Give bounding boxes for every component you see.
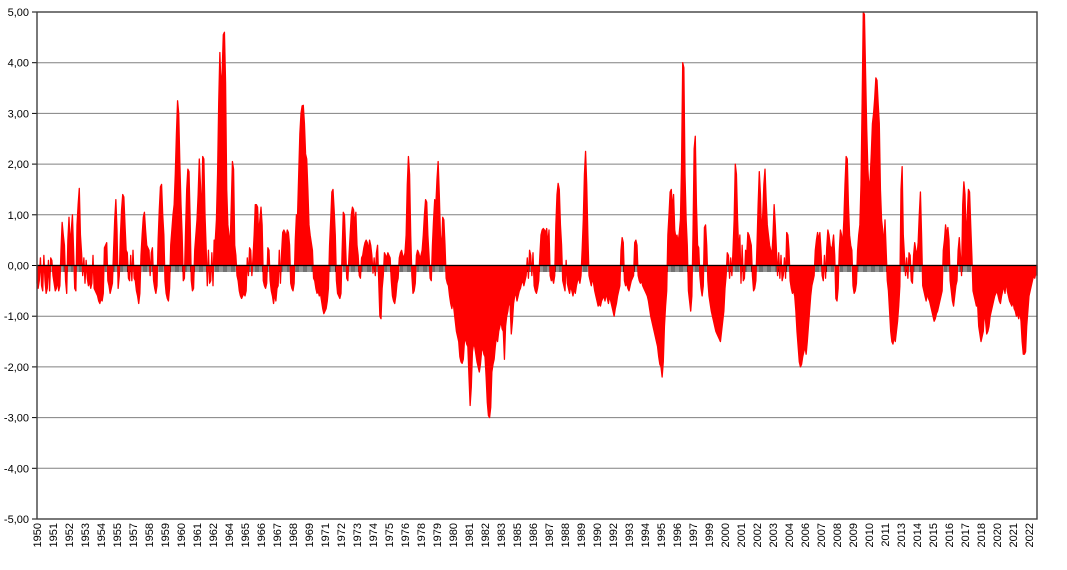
x-tick-label: 1959: [160, 523, 172, 547]
x-tick-label: 2022: [1024, 523, 1036, 547]
x-tick-label: 1976: [400, 523, 412, 547]
y-tick-label: -1,00: [4, 311, 29, 323]
x-tick-label: 1969: [304, 523, 316, 547]
x-tick-label: 1975: [384, 523, 396, 547]
x-tick-label: 1981: [464, 523, 476, 547]
y-tick-label: 1,00: [8, 210, 29, 222]
x-tick-label: 1995: [656, 523, 668, 547]
x-tick-label: 1993: [624, 523, 636, 547]
x-tick-label: 1964: [224, 523, 236, 547]
y-tick-label: -5,00: [4, 514, 29, 526]
x-tick-label: 2010: [864, 523, 876, 547]
x-tick-label: 2003: [768, 523, 780, 547]
y-tick-label: 2,00: [8, 159, 29, 171]
x-tick-label: 2017: [960, 523, 972, 547]
anomaly-series: [36, 11, 1038, 419]
x-tick-label: 1996: [672, 523, 684, 547]
x-tick-label: 1966: [256, 523, 268, 547]
x-tick-label: 2007: [816, 523, 828, 547]
x-tick-label: 1997: [688, 523, 700, 547]
x-tick-label: 2004: [784, 523, 796, 547]
x-tick-label: 1962: [208, 523, 220, 547]
x-tick-label: 2000: [720, 523, 732, 547]
y-tick-label: 3,00: [8, 108, 29, 120]
y-tick-label: 0,00: [8, 261, 29, 273]
x-tick-label: 1974: [368, 523, 380, 547]
plot-border: [36, 11, 1038, 520]
x-tick-label: 2020: [992, 523, 1004, 547]
y-tick-label: 5,00: [8, 7, 29, 19]
x-tick-label: 1980: [448, 523, 460, 547]
x-tick-label: 1999: [704, 523, 716, 547]
x-tick-label: 1985: [512, 523, 524, 547]
x-tick-label: 2014: [912, 523, 924, 547]
y-tick-label: -3,00: [4, 413, 29, 425]
x-tick-label: 2016: [944, 523, 956, 547]
plot-border-rect: [36, 11, 1038, 520]
x-tick-label: 2013: [896, 523, 908, 547]
x-tick-label: 2021: [1008, 523, 1020, 547]
y-tick-label: -2,00: [4, 362, 29, 374]
x-tick-label: 2011: [880, 523, 892, 547]
x-tick-label: 1953: [80, 523, 92, 547]
x-tick-label: 1990: [592, 523, 604, 547]
x-tick-label: 1978: [416, 523, 428, 547]
series-area: [36, 11, 1038, 419]
y-axis-labels: 5,00 4,00 3,00 2,00 1,00 0,00 -1,00 -2,00 -3,00 -…: [4, 7, 29, 526]
x-tick-label: 1960: [176, 523, 188, 547]
x-tick-label: 2015: [928, 523, 940, 547]
x-tick-label: 2009: [848, 523, 860, 547]
x-tick-label: 1968: [288, 523, 300, 547]
x-tick-label: 1986: [528, 523, 540, 547]
x-tick-label: 1965: [240, 523, 252, 547]
x-tick-label: 1992: [608, 523, 620, 547]
x-tick-label: 2002: [752, 523, 764, 547]
x-tick-label: 1987: [544, 523, 556, 547]
x-tick-label: 2006: [800, 523, 812, 547]
x-tick-label: 1955: [112, 523, 124, 547]
x-tick-label: 2001: [736, 523, 748, 547]
x-tick-label: 1979: [432, 523, 444, 547]
x-tick-label: 1971: [320, 523, 332, 547]
x-tick-label: 1961: [192, 523, 204, 547]
x-tick-label: 1954: [96, 523, 108, 547]
x-axis-labels: 1950 1951 1952 1953 1954 1955 1957 1958 1959 1960…: [32, 523, 1036, 547]
x-tick-label: 1994: [640, 523, 652, 547]
x-tick-label: 1952: [64, 523, 76, 547]
y-tick-label: -4,00: [4, 463, 29, 475]
x-tick-label: 1983: [496, 523, 508, 547]
y-axis-ticks: [32, 11, 37, 520]
x-tick-label: 1973: [352, 523, 364, 547]
x-tick-label: 2008: [832, 523, 844, 547]
x-tick-label: 1958: [144, 523, 156, 547]
y-tick-label: 4,00: [8, 58, 29, 70]
x-tick-label: 2018: [976, 523, 988, 547]
x-tick-label: 1972: [336, 523, 348, 547]
x-tick-label: 1967: [272, 523, 284, 547]
x-tick-label: 1951: [48, 523, 60, 547]
x-tick-label: 1988: [560, 523, 572, 547]
x-tick-label: 1982: [480, 523, 492, 547]
x-tick-label: 1989: [576, 523, 588, 547]
x-tick-label: 1950: [32, 523, 44, 547]
x-tick-label: 1957: [128, 523, 140, 547]
